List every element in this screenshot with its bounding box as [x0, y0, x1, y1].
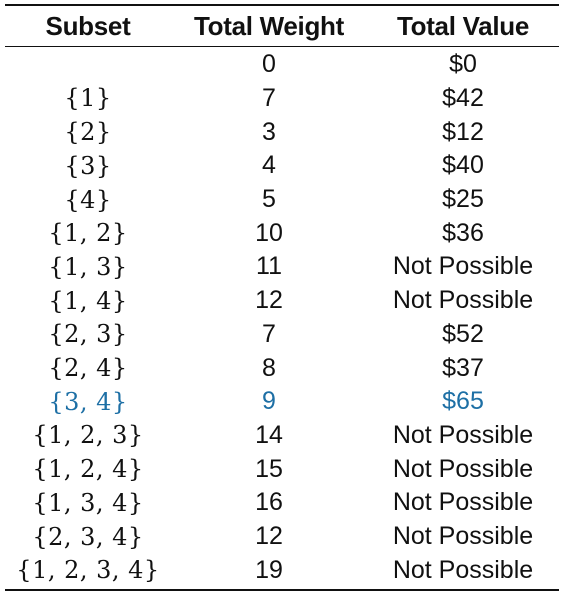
- table-row-highlighted: {3, 4} 9 $65: [5, 385, 559, 419]
- table-row: {4} 5 $25: [5, 183, 559, 217]
- header-total-weight: Total Weight: [194, 11, 344, 41]
- knapsack-subset-table: Subset Total Weight Total Value 0 $0 {1}…: [5, 0, 559, 598]
- table-row: {1} 7 $42: [5, 82, 559, 116]
- value-cell: $52: [442, 319, 484, 348]
- header-total-value: Total Value: [396, 11, 530, 41]
- header-subset: Subset: [45, 11, 131, 41]
- table-bottom-rule: [5, 589, 559, 591]
- table-row: {1, 2, 3} 14 Not Possible: [5, 419, 559, 453]
- subset-cell: {1, 4}: [48, 286, 128, 315]
- table-row: {1, 2, 4} 15 Not Possible: [5, 452, 559, 486]
- weight-cell: 11: [256, 252, 282, 281]
- subset-cell: {3, 4}: [48, 387, 128, 416]
- table-row: {1, 2} 10 $36: [5, 217, 559, 251]
- table-row: {1, 3, 4} 16 Not Possible: [5, 486, 559, 520]
- table-row: {2, 3, 4} 12 Not Possible: [5, 520, 559, 554]
- value-cell: $40: [442, 151, 484, 180]
- table-row: {1, 4} 12 Not Possible: [5, 284, 559, 318]
- table-row: {2, 3} 7 $52: [5, 318, 559, 352]
- subset-cell: {1, 3}: [48, 252, 128, 281]
- subset-cell: {2}: [64, 118, 112, 147]
- value-cell: Not Possible: [392, 522, 534, 551]
- weight-cell: 12: [255, 522, 283, 551]
- value-cell: Not Possible: [392, 286, 534, 315]
- weight-cell: 9: [262, 387, 276, 416]
- subset-cell: {2, 4}: [48, 354, 128, 383]
- value-cell: Not Possible: [392, 420, 534, 449]
- weight-cell: 12: [255, 286, 283, 315]
- table-row: {2, 4} 8 $37: [5, 351, 559, 385]
- value-cell: $12: [442, 117, 484, 146]
- value-cell: Not Possible: [392, 454, 534, 483]
- weight-cell: 7: [262, 319, 276, 348]
- subset-cell: {1, 2, 4}: [32, 455, 144, 484]
- subset-cell: {1}: [64, 84, 112, 113]
- weight-cell: 10: [255, 218, 283, 247]
- table-row: {1, 2, 3, 4} 19 Not Possible: [5, 554, 559, 588]
- value-cell: $36: [442, 218, 484, 247]
- subset-cell: {4}: [64, 185, 112, 214]
- weight-cell: 8: [262, 353, 276, 382]
- weight-cell: 15: [255, 454, 283, 483]
- weight-cell: 5: [262, 185, 276, 214]
- table-row: {2} 3 $12: [5, 115, 559, 149]
- table-header-row: Subset Total Weight Total Value: [5, 7, 559, 45]
- subset-cell: {1, 2, 3}: [32, 421, 144, 450]
- subset-cell: {1, 2}: [48, 219, 128, 248]
- value-cell: $65: [442, 387, 484, 416]
- weight-cell: 0: [262, 50, 276, 79]
- subset-cell: {2, 3, 4}: [32, 522, 144, 551]
- weight-cell: 4: [262, 151, 276, 180]
- weight-cell: 3: [262, 117, 276, 146]
- value-cell: $37: [442, 353, 484, 382]
- table-row: {1, 3} 11 Not Possible: [5, 250, 559, 284]
- subset-cell: {1, 2, 3, 4}: [16, 556, 160, 585]
- weight-cell: 16: [255, 488, 283, 517]
- value-cell: $42: [442, 83, 484, 112]
- value-cell: Not Possible: [392, 555, 534, 584]
- table-row: {3} 4 $40: [5, 149, 559, 183]
- value-cell: Not Possible: [392, 252, 534, 281]
- subset-cell: {3}: [64, 151, 112, 180]
- weight-cell: 19: [255, 555, 283, 584]
- weight-cell: 14: [255, 420, 283, 449]
- value-cell: $0: [449, 50, 477, 79]
- table-top-rule: [5, 4, 559, 6]
- subset-cell: {1, 3, 4}: [32, 488, 144, 517]
- value-cell: $25: [442, 185, 484, 214]
- table-row: 0 $0: [5, 48, 559, 82]
- subset-cell: {2, 3}: [48, 320, 128, 349]
- table-header-rule: [5, 46, 559, 47]
- weight-cell: 7: [262, 83, 276, 112]
- value-cell: Not Possible: [392, 488, 534, 517]
